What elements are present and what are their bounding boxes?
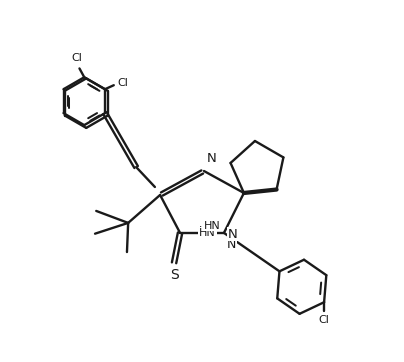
- Text: HN: HN: [198, 226, 215, 236]
- Text: HN: HN: [204, 221, 221, 231]
- Text: Cl: Cl: [117, 78, 128, 88]
- Text: S: S: [170, 268, 179, 282]
- Text: Cl: Cl: [72, 53, 82, 63]
- Text: N: N: [227, 238, 236, 251]
- Text: Cl: Cl: [319, 315, 330, 325]
- Text: N: N: [228, 228, 238, 241]
- Text: HN: HN: [199, 228, 216, 238]
- Text: N: N: [206, 153, 216, 166]
- Text: N: N: [206, 152, 216, 165]
